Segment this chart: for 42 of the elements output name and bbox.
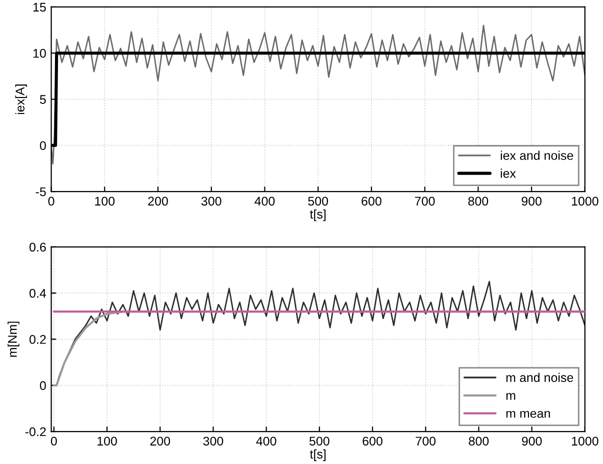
x-tick-label: 900	[522, 436, 542, 446]
x-tick-label: 100	[95, 196, 115, 206]
legend-label: iex	[500, 168, 516, 178]
legend-label: m	[506, 393, 516, 400]
x-tick-label: 1000	[572, 436, 598, 446]
x-tick-label: 200	[148, 196, 168, 206]
x-tick-label: 300	[201, 196, 222, 206]
x-tick-label: 0	[50, 436, 57, 446]
x-tick-label: 900	[522, 196, 542, 206]
x-tick-label: 700	[415, 196, 435, 206]
x-tick-label: 0	[48, 196, 54, 206]
y-tick-label: -0.2	[25, 427, 46, 436]
x-axis-title: t[s]	[310, 209, 326, 222]
x-tick-label: 100	[98, 436, 117, 446]
y-axis-title: m[Nm]	[8, 322, 20, 357]
x-tick-label: 200	[150, 436, 170, 446]
legend-label: m mean	[506, 410, 550, 418]
x-tick-label: 500	[309, 436, 330, 446]
x-tick-label: 600	[362, 436, 382, 446]
x-tick-label: 600	[362, 196, 382, 206]
y-tick-label: 5	[40, 95, 46, 104]
y-tick-label: 0.2	[30, 335, 46, 344]
x-tick-label: 800	[468, 436, 489, 446]
x-axis-title: t[s]	[310, 449, 326, 462]
x-tick-label: 400	[254, 196, 275, 206]
y-tick-label: 10	[33, 48, 46, 58]
x-tick-label: 700	[416, 436, 436, 446]
legend-label: m and noise	[506, 372, 574, 382]
y-axis-title: iex[A]	[15, 84, 27, 114]
line-series	[51, 24, 585, 165]
y-tick-label: 0	[40, 141, 46, 150]
x-tick-label: 300	[203, 436, 224, 446]
x-tick-label: 1000	[572, 196, 598, 206]
x-tick-label: 500	[308, 196, 328, 206]
x-tick-label: 400	[256, 436, 276, 446]
y-tick-label: 0	[40, 381, 46, 390]
y-tick-label: 15	[33, 2, 46, 12]
y-tick-label: 0.4	[30, 288, 46, 298]
x-tick-label: 800	[468, 196, 488, 206]
y-tick-label: 0.6	[30, 242, 46, 252]
legend-label: iex and noise	[500, 150, 574, 160]
y-tick-label: -5	[36, 187, 46, 196]
